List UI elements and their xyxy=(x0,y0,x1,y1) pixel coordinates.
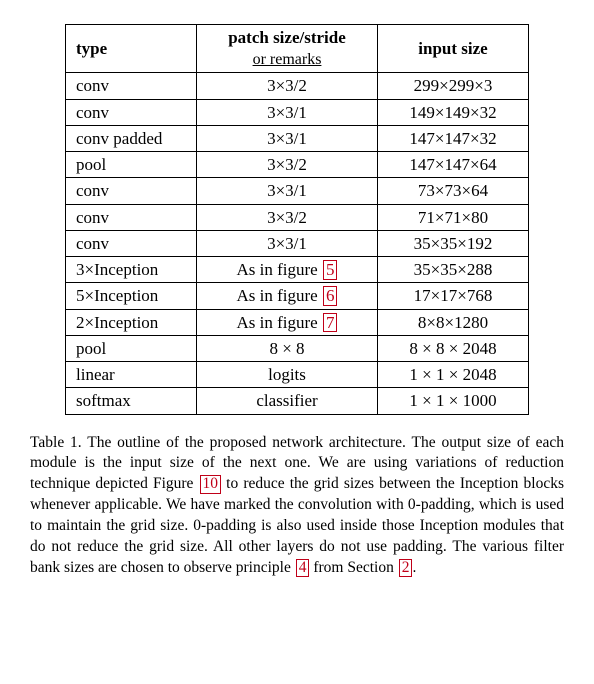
cell-type: conv xyxy=(66,73,197,99)
cell-patch: 3×3/2 xyxy=(197,204,378,230)
col-header-patch-sub: or remarks xyxy=(253,51,322,68)
cell-type: conv xyxy=(66,204,197,230)
table-row: pool8 × 88 × 8 × 2048 xyxy=(66,335,529,361)
figure-ref-7[interactable]: 7 xyxy=(323,313,338,333)
table-row: 2×InceptionAs in figure 78×8×1280 xyxy=(66,309,529,335)
figure-ref-10[interactable]: 10 xyxy=(200,475,222,493)
figure-ref-5[interactable]: 5 xyxy=(323,260,338,280)
cell-input: 8×8×1280 xyxy=(378,309,529,335)
cell-input: 71×71×80 xyxy=(378,204,529,230)
cell-patch: 3×3/2 xyxy=(197,73,378,99)
patch-text: As in figure xyxy=(237,313,322,332)
table-row: conv3×3/1149×149×32 xyxy=(66,99,529,125)
cell-input: 149×149×32 xyxy=(378,99,529,125)
cell-input: 147×147×32 xyxy=(378,125,529,151)
cell-patch: 3×3/1 xyxy=(197,125,378,151)
cell-type: 2×Inception xyxy=(66,309,197,335)
cell-input: 147×147×64 xyxy=(378,152,529,178)
patch-text: As in figure xyxy=(237,286,322,305)
col-header-patch-main: patch size/stride xyxy=(228,28,346,47)
cell-patch: classifier xyxy=(197,388,378,414)
table-row: 3×InceptionAs in figure 535×35×288 xyxy=(66,257,529,283)
cell-input: 1 × 1 × 2048 xyxy=(378,362,529,388)
cell-type: conv xyxy=(66,230,197,256)
cell-patch: 8 × 8 xyxy=(197,335,378,361)
table-row: conv padded3×3/1147×147×32 xyxy=(66,125,529,151)
cell-type: conv xyxy=(66,178,197,204)
cell-input: 299×299×3 xyxy=(378,73,529,99)
cell-patch: As in figure 7 xyxy=(197,309,378,335)
table-row: conv3×3/173×73×64 xyxy=(66,178,529,204)
cell-type: 3×Inception xyxy=(66,257,197,283)
cell-patch: 3×3/1 xyxy=(197,230,378,256)
col-header-input: input size xyxy=(378,25,529,73)
patch-text: As in figure xyxy=(237,260,322,279)
table-row: conv3×3/135×35×192 xyxy=(66,230,529,256)
cell-input: 73×73×64 xyxy=(378,178,529,204)
cell-type: linear xyxy=(66,362,197,388)
principle-ref-4[interactable]: 4 xyxy=(296,559,310,577)
cell-type: conv xyxy=(66,99,197,125)
col-header-patch: patch size/stride or remarks xyxy=(197,25,378,73)
cell-type: conv padded xyxy=(66,125,197,151)
cell-type: pool xyxy=(66,335,197,361)
table-row: softmaxclassifier1 × 1 × 1000 xyxy=(66,388,529,414)
cell-input: 35×35×192 xyxy=(378,230,529,256)
col-header-type: type xyxy=(66,25,197,73)
caption-text-3: from Section xyxy=(309,559,397,576)
table-row: conv3×3/2299×299×3 xyxy=(66,73,529,99)
table-row: pool3×3/2147×147×64 xyxy=(66,152,529,178)
figure-ref-6[interactable]: 6 xyxy=(323,286,338,306)
cell-input: 35×35×288 xyxy=(378,257,529,283)
table-header-row: type patch size/stride or remarks input … xyxy=(66,25,529,73)
cell-input: 1 × 1 × 1000 xyxy=(378,388,529,414)
table-caption: Table 1. The outline of the proposed net… xyxy=(30,433,564,579)
cell-patch: As in figure 6 xyxy=(197,283,378,309)
cell-input: 8 × 8 × 2048 xyxy=(378,335,529,361)
section-ref-2[interactable]: 2 xyxy=(399,559,413,577)
caption-text-4: . xyxy=(412,559,416,576)
table-row: linearlogits1 × 1 × 2048 xyxy=(66,362,529,388)
table-row: 5×InceptionAs in figure 617×17×768 xyxy=(66,283,529,309)
table-row: conv3×3/271×71×80 xyxy=(66,204,529,230)
table-body: conv3×3/2299×299×3conv3×3/1149×149×32con… xyxy=(66,73,529,414)
architecture-table: type patch size/stride or remarks input … xyxy=(65,24,529,415)
cell-patch: logits xyxy=(197,362,378,388)
caption-label: Table 1. xyxy=(30,434,82,451)
cell-input: 17×17×768 xyxy=(378,283,529,309)
cell-patch: 3×3/1 xyxy=(197,99,378,125)
cell-patch: 3×3/1 xyxy=(197,178,378,204)
cell-patch: As in figure 5 xyxy=(197,257,378,283)
cell-type: 5×Inception xyxy=(66,283,197,309)
cell-type: pool xyxy=(66,152,197,178)
cell-patch: 3×3/2 xyxy=(197,152,378,178)
cell-type: softmax xyxy=(66,388,197,414)
